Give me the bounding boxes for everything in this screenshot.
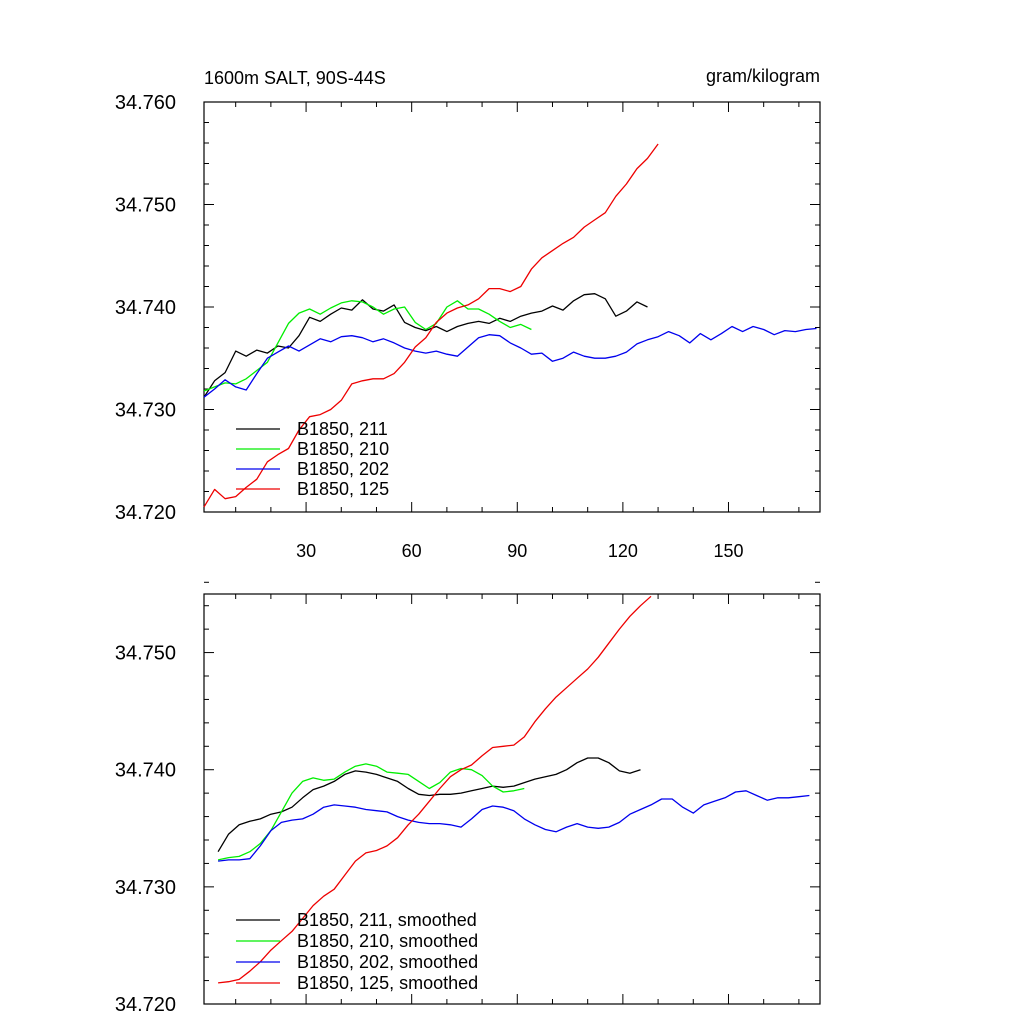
x-tick-label: 60 (402, 541, 422, 561)
y-tick-label: 34.720 (115, 502, 176, 524)
plot-frame (203, 593, 821, 1005)
top-panel: 1600m SALT, 90S-44S gram/kilogram 30 60 90… (115, 66, 821, 561)
top-axes: 30 60 90 120 150 34.720 34.730 34.740 34.750 34.7… (115, 92, 821, 561)
legend-label: B1850, 202, smoothed (297, 952, 478, 972)
legend-label: B1850, 210, smoothed (297, 931, 478, 951)
units-label: gram/kilogram (706, 66, 820, 86)
x-tick-label: 30 (296, 541, 316, 561)
series-line-2 (217, 763, 525, 861)
legend-label: B1850, 211, smoothed (297, 910, 477, 930)
y-tick-label: 34.760 (115, 92, 176, 114)
series-line-1 (217, 757, 641, 853)
x-tick-label: 150 (713, 541, 743, 561)
x-tick-label: 120 (608, 541, 638, 561)
series-line-3 (203, 325, 817, 398)
y-tick-label: 34.730 (115, 400, 176, 422)
legend-label: B1850, 125, smoothed (297, 973, 478, 993)
panel-title: 1600m SALT, 90S-44S (204, 68, 386, 88)
series-line-3 (218, 790, 810, 862)
y-tick-label: 34.720 (115, 994, 176, 1016)
series-line-4 (203, 143, 659, 508)
bottom-panel: 34.720 34.730 34.740 34.750 B1850, 211, smo… (115, 581, 821, 1016)
y-tick-label: 34.740 (115, 760, 176, 782)
y-tick-label: 34.750 (115, 195, 176, 217)
series-line-2 (203, 300, 532, 392)
series-line-4 (218, 595, 652, 984)
y-tick-label: 34.740 (115, 297, 176, 319)
bottom-axes: 34.720 34.730 34.740 34.750 (115, 581, 821, 1016)
legend-label: B1850, 211 (297, 419, 388, 439)
legend-label: B1850, 210 (297, 439, 389, 459)
legend-label: B1850, 125 (297, 479, 389, 499)
top-series (203, 143, 817, 508)
y-tick-label: 34.750 (115, 643, 176, 665)
y-tick-label: 34.730 (115, 877, 176, 899)
x-tick-label: 90 (507, 541, 527, 561)
series-line-1 (203, 293, 648, 398)
bottom-series (217, 595, 810, 984)
legend-label: B1850, 202 (297, 459, 389, 479)
